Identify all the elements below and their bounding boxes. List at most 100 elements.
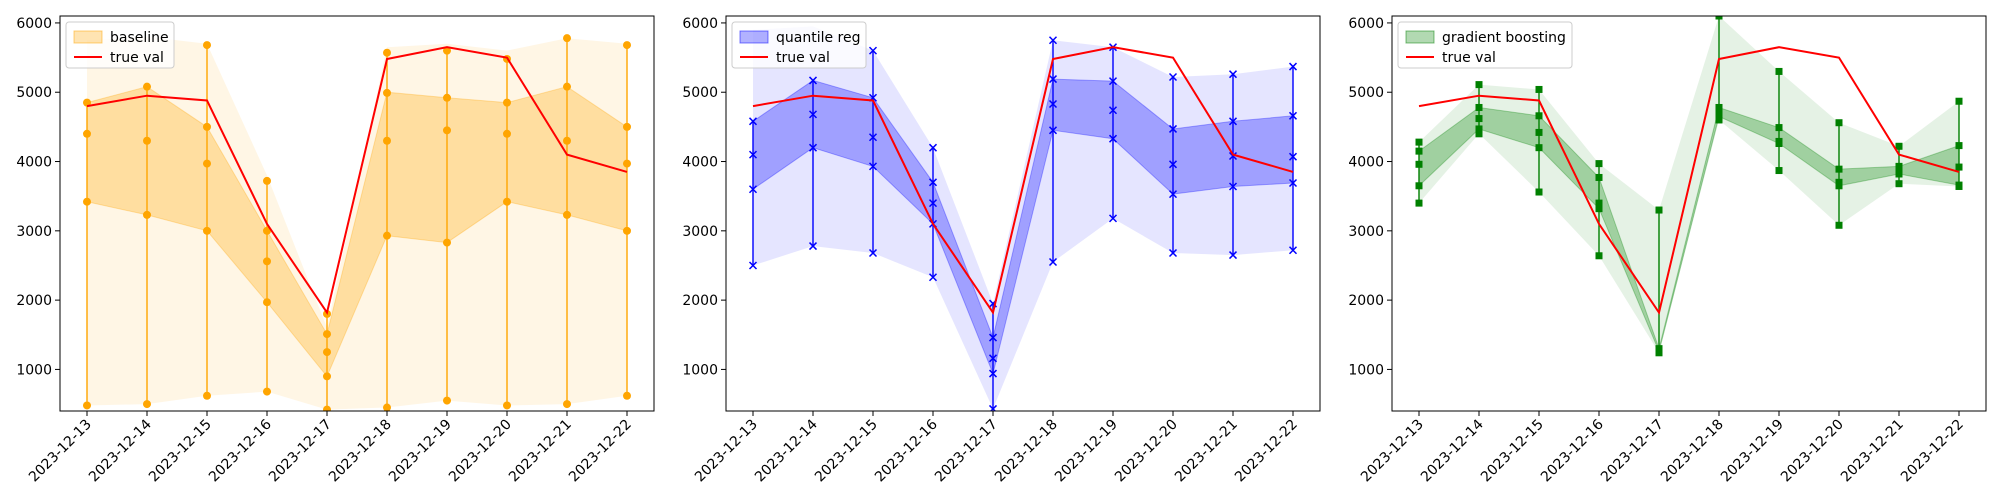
quantile-point [1535, 112, 1543, 120]
quantile-point [1835, 178, 1843, 186]
quantile-point [1835, 165, 1843, 173]
quantile-point [443, 93, 451, 102]
plot-area [1415, 16, 1963, 357]
quantile-point [563, 136, 571, 145]
quantile-point [1655, 345, 1663, 353]
y-tick-label: 5000 [682, 85, 718, 101]
quantile-point [1228, 70, 1238, 79]
quantile-point [1775, 137, 1783, 145]
quantile-point [1288, 62, 1298, 71]
quantile-point [1168, 160, 1178, 169]
axes-frame [725, 15, 1321, 412]
quantile-point [623, 391, 631, 400]
x-tick-label: 2023-12-18 [992, 417, 1061, 486]
chart-panel-2: 1000200030004000500060002023-12-132023-1… [682, 15, 1321, 486]
x-tick-label: 2023-12-17 [932, 417, 1001, 486]
quantile-point [928, 178, 938, 187]
y-tick-label: 3000 [1348, 224, 1384, 240]
quantile-point [1108, 77, 1118, 86]
x-tick-label: 2023-12-20 [446, 417, 515, 486]
quantile-point [1288, 178, 1298, 188]
x-tick-label: 2023-12-18 [1658, 417, 1727, 486]
quantile-point [563, 82, 571, 91]
chart-panel-1: 1000200030004000500060002023-12-132023-1… [16, 15, 655, 486]
quantile-point [1775, 124, 1783, 132]
y-tick-label: 2000 [16, 293, 52, 309]
x-tick-label: 2023-12-14 [1418, 416, 1487, 485]
y-tick-label: 6000 [1348, 16, 1384, 32]
quantile-point [323, 330, 331, 339]
quantile-point [988, 333, 998, 342]
quantile-point [1048, 75, 1058, 84]
quantile-point [1535, 188, 1543, 196]
x-tick-label: 2023-12-15 [146, 417, 215, 486]
quantile-point [503, 129, 511, 138]
quantile-point [563, 210, 571, 219]
quantile-point [263, 257, 271, 266]
quantile-point [1775, 167, 1783, 175]
quantile-point [868, 162, 878, 171]
quantile-point [1655, 206, 1663, 214]
quantile-point [1288, 111, 1298, 120]
quantile-point [868, 46, 878, 55]
quantile-point [203, 226, 211, 235]
quantile-point [83, 197, 91, 206]
quantile-point [203, 159, 211, 168]
quantile-point [623, 159, 631, 168]
quantile-point [1595, 173, 1603, 181]
quantile-point [263, 176, 271, 185]
x-tick-label: 2023-12-18 [326, 417, 395, 486]
quantile-point [443, 126, 451, 135]
quantile-point [263, 298, 271, 307]
quantile-point [1288, 152, 1298, 161]
x-tick-label: 2023-12-16 [872, 416, 941, 485]
quantile-point [748, 185, 758, 194]
quantile-point [503, 98, 511, 107]
legend-band-swatch [1405, 30, 1435, 44]
x-tick-label: 2023-12-19 [1052, 417, 1121, 486]
quantile-point [383, 88, 391, 97]
quantile-point [1415, 138, 1423, 146]
quantile-point [203, 391, 211, 400]
quantile-point [383, 136, 391, 145]
x-tick-label: 2023-12-19 [386, 417, 455, 486]
quantile-point [83, 98, 91, 107]
quantile-point [83, 401, 91, 410]
quantile-point [503, 401, 511, 410]
quantile-point [1535, 85, 1543, 93]
quantile-point [1595, 252, 1603, 260]
y-tick-label: 5000 [1348, 85, 1384, 101]
legend-band-swatch [739, 30, 769, 44]
x-tick-label: 2023-12-19 [1718, 417, 1787, 486]
quantile-point [443, 396, 451, 405]
x-tick-label: 2023-12-15 [1478, 417, 1547, 486]
quantile-point [1955, 97, 1963, 105]
x-tick-label: 2023-12-21 [1172, 417, 1241, 486]
axes-frame [59, 15, 655, 412]
quantile-point [1108, 134, 1118, 143]
quantile-point [1168, 72, 1178, 82]
quantile-point [1835, 119, 1843, 127]
chart-panel-3: 1000200030004000500060002023-12-132023-1… [1348, 15, 1987, 486]
quantile-point [808, 76, 818, 85]
quantile-point [928, 273, 938, 282]
quantile-point [1535, 144, 1543, 152]
quantile-point [988, 354, 998, 363]
x-tick-label: 2023-12-16 [1538, 416, 1607, 485]
quantile-point [563, 34, 571, 43]
quantile-point [1168, 190, 1178, 199]
x-tick-label: 2023-12-22 [566, 417, 635, 486]
x-tick-label: 2023-12-20 [1778, 417, 1847, 486]
quantile-point [143, 82, 151, 91]
x-tick-label: 2023-12-13 [26, 417, 95, 486]
x-tick-label: 2023-12-14 [752, 416, 821, 485]
quantile-point [623, 226, 631, 235]
quantile-point [1228, 182, 1238, 191]
quantile-point [383, 403, 391, 411]
legend-line-label: true val [110, 50, 164, 66]
legend-band-label: gradient boosting [1442, 30, 1566, 46]
quantile-point [1048, 99, 1058, 109]
quantile-point [1048, 257, 1058, 267]
x-tick-label: 2023-12-21 [1838, 417, 1907, 486]
x-tick-label: 2023-12-22 [1898, 417, 1967, 486]
